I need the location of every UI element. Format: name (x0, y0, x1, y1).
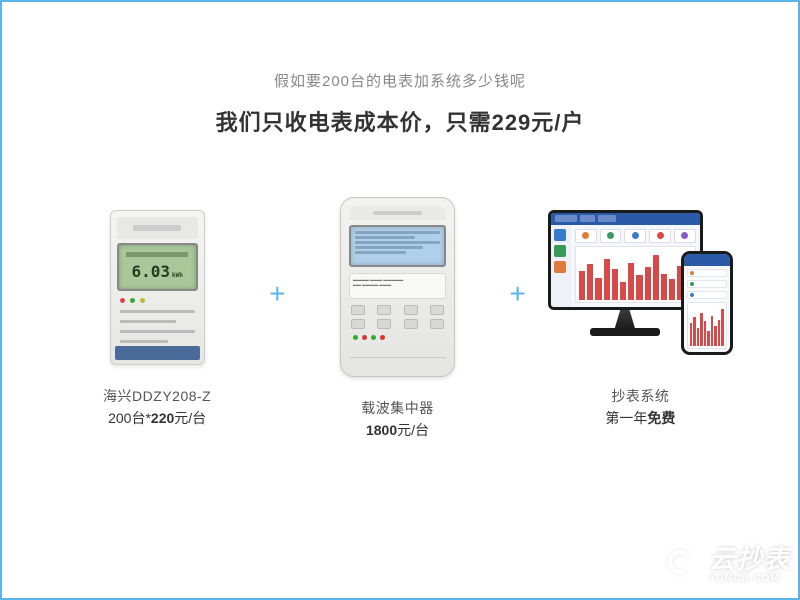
product-system-caption: 抄表系统 第一年免费 (605, 385, 675, 430)
price-bold: 免费 (647, 410, 675, 426)
watermark-cloud-icon (661, 544, 703, 586)
product-meter-price: 200台*220元/台 (103, 407, 211, 429)
monitor-icon (548, 210, 703, 310)
concentrator-panel: ▬▬▬▬ ▬▬▬ ▬▬▬▬▬▬▬ ▬▬▬▬ ▬▬▬ (349, 273, 446, 299)
price-prefix: 200台* (108, 410, 151, 426)
product-system-name: 抄表系统 (605, 385, 675, 407)
price-prefix: 第一年 (605, 410, 647, 426)
product-concentrator-name: 载波集中器 (361, 397, 434, 419)
meter-lcd-value: 6.03 (131, 262, 170, 281)
products-row: 6.03kWh 海兴DDZY208-Z 200台*220元/台 + (0, 197, 800, 442)
watermark-en: YUNCB.COM (709, 574, 790, 584)
meter-device-illustration: 6.03kWh (110, 210, 205, 365)
product-meter-name: 海兴DDZY208-Z (103, 385, 211, 407)
monitor-cards (575, 229, 696, 243)
product-system-price: 第一年免费 (605, 407, 675, 429)
watermark: 云抄表 YUNCB.COM (661, 544, 790, 586)
product-concentrator: ▬▬▬▬ ▬▬▬ ▬▬▬▬▬▬▬ ▬▬▬▬ ▬▬▬ 载波集中器 1800元/台 (308, 197, 488, 442)
header: 假如要200台的电表加系统多少钱呢 我们只收电表成本价，只需229元/户 (0, 0, 800, 137)
monitor-sidebar (551, 225, 571, 307)
product-meter-caption: 海兴DDZY208-Z 200台*220元/台 (103, 385, 211, 430)
concentrator-lcd (349, 225, 446, 267)
product-meter: 6.03kWh 海兴DDZY208-Z 200台*220元/台 (67, 210, 247, 430)
plus-icon: + (510, 278, 526, 310)
system-illustration (548, 210, 733, 365)
meter-label-bar (115, 346, 200, 360)
price-bold: 220 (151, 410, 174, 426)
product-system: 抄表系统 第一年免费 (548, 210, 733, 430)
monitor-bar-chart (575, 246, 696, 303)
product-concentrator-caption: 载波集中器 1800元/台 (361, 397, 434, 442)
subtitle-text: 假如要200台的电表加系统多少钱呢 (0, 70, 800, 91)
meter-top (117, 217, 198, 239)
phone-icon (681, 251, 733, 355)
concentrator-buttons (349, 305, 446, 329)
product-concentrator-price: 1800元/台 (361, 419, 434, 441)
meter-lcd: 6.03kWh (117, 243, 198, 291)
price-suffix: 元/台 (397, 422, 429, 438)
monitor-header (551, 213, 700, 225)
meter-lcd-unit: kWh (172, 272, 183, 279)
watermark-cn: 云抄表 (709, 546, 790, 572)
concentrator-device-illustration: ▬▬▬▬ ▬▬▬ ▬▬▬▬▬▬▬ ▬▬▬▬ ▬▬▬ (340, 197, 455, 377)
phone-bar-chart (687, 302, 727, 349)
price-suffix: 元/台 (174, 410, 206, 426)
plus-icon: + (269, 278, 285, 310)
price-bold: 1800 (366, 422, 397, 438)
title-text: 我们只收电表成本价，只需229元/户 (0, 105, 800, 137)
